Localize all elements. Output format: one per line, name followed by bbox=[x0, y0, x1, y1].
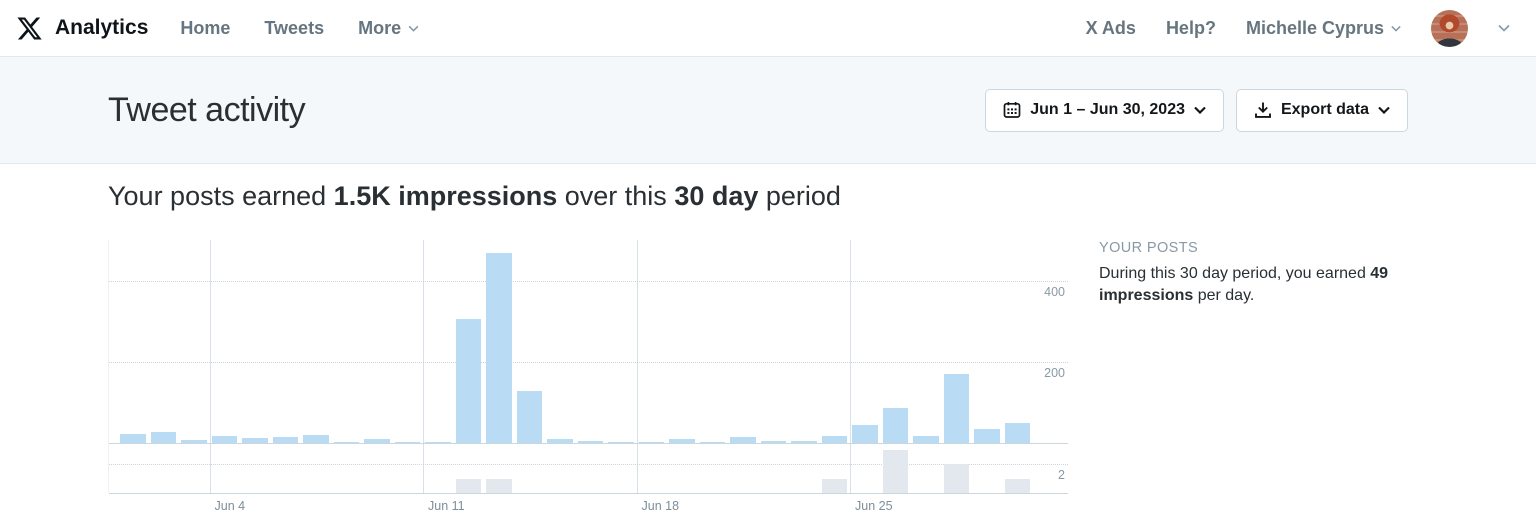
impressions-bar bbox=[242, 437, 268, 443]
mini-y-axis-label: 2 bbox=[1058, 468, 1065, 482]
tweets-bar bbox=[882, 449, 908, 493]
title-band: Tweet activity Jun 1 – Jun 30, 2023 bbox=[0, 57, 1536, 164]
tweets-bar bbox=[821, 478, 847, 493]
nav-item-x-ads[interactable]: X Ads bbox=[1085, 17, 1136, 38]
impressions-bar bbox=[821, 435, 847, 443]
impressions-bar bbox=[852, 424, 878, 443]
x-tick-label: Jun 4 bbox=[214, 499, 246, 513]
y-gridline bbox=[109, 280, 1068, 282]
tweets-bar bbox=[486, 478, 512, 493]
impressions-bar bbox=[120, 434, 146, 443]
nav-item-home[interactable]: Home bbox=[180, 17, 231, 38]
chart-plot: Jun 4 Jun 11 Jun 18 Jun 25 200 400 2 bbox=[108, 240, 1068, 513]
impressions-bar bbox=[699, 441, 725, 443]
x-gridline bbox=[423, 240, 424, 493]
y-axis-label: 400 bbox=[1044, 284, 1065, 299]
chevron-down-icon bbox=[1378, 106, 1390, 114]
your-posts-summary: During this 30 day period, you earned 49… bbox=[1099, 265, 1389, 304]
chevron-down-icon bbox=[1391, 25, 1401, 32]
impressions-bar bbox=[333, 441, 359, 443]
y-axis-label: 200 bbox=[1044, 365, 1065, 380]
impressions-bar bbox=[882, 408, 908, 443]
tweets-bar bbox=[1004, 478, 1030, 493]
impressions-bar bbox=[913, 435, 939, 443]
nav-item-more[interactable]: More bbox=[358, 18, 419, 39]
chevron-down-icon[interactable] bbox=[1498, 24, 1510, 32]
account-menu[interactable]: Michelle Cyprus bbox=[1246, 18, 1401, 39]
top-navigation: Analytics Home Tweets More X Ads Help? M… bbox=[0, 0, 1536, 57]
brand-analytics[interactable]: Analytics bbox=[55, 16, 149, 39]
header-actions: Jun 1 – Jun 30, 2023 Export data bbox=[985, 88, 1408, 132]
x-tick-label: Jun 18 bbox=[641, 499, 680, 513]
nav-item-help[interactable]: Help? bbox=[1165, 17, 1216, 38]
impressions-bar bbox=[943, 373, 969, 443]
download-icon bbox=[1255, 102, 1271, 118]
x-gridline bbox=[636, 240, 638, 493]
page-title: Tweet activity bbox=[108, 90, 306, 129]
impressions-bar bbox=[791, 441, 817, 443]
impressions-bar bbox=[669, 438, 695, 443]
impressions-bar bbox=[608, 441, 634, 443]
impressions-bar bbox=[425, 441, 451, 443]
impressions-bar bbox=[486, 252, 512, 443]
impressions-headline: Your posts earned 1.5K impressions over … bbox=[108, 181, 841, 211]
nav-item-tweets[interactable]: Tweets bbox=[264, 17, 325, 38]
impressions-bar bbox=[974, 428, 1000, 443]
mini-y-gridline bbox=[109, 464, 1068, 465]
impressions-bar bbox=[730, 436, 756, 443]
impressions-bar bbox=[303, 434, 329, 443]
x-tick-label: Jun 11 bbox=[428, 499, 465, 513]
export-data-button[interactable]: Export data bbox=[1235, 88, 1408, 132]
nav-right-group: X Ads Help? Michelle Cyprus bbox=[1085, 9, 1510, 47]
calendar-icon bbox=[1003, 102, 1021, 118]
x-tick-label: Jun 25 bbox=[855, 499, 893, 513]
x-gridline bbox=[209, 240, 211, 493]
impressions-bar bbox=[1004, 422, 1030, 443]
impressions-bar bbox=[547, 438, 573, 443]
impressions-bar bbox=[150, 432, 176, 443]
chevron-down-icon bbox=[408, 25, 419, 32]
impressions-bar bbox=[516, 391, 542, 443]
x-gridline bbox=[850, 240, 851, 493]
x-logo-icon[interactable] bbox=[16, 15, 43, 42]
impressions-chart: Jun 4 Jun 11 Jun 18 Jun 25 200 400 2 bbox=[108, 240, 1068, 518]
impressions-bar bbox=[181, 439, 207, 443]
impressions-bar bbox=[394, 441, 420, 443]
impressions-bar bbox=[211, 435, 237, 443]
chart-row: Jun 4 Jun 11 Jun 18 Jun 25 200 400 2 YOUR POST… bbox=[0, 240, 1536, 518]
impressions-bar bbox=[638, 441, 664, 443]
date-range-button[interactable]: Jun 1 – Jun 30, 2023 bbox=[985, 88, 1224, 132]
impressions-bar bbox=[577, 440, 603, 443]
tweets-bar bbox=[455, 478, 481, 493]
impressions-bar bbox=[364, 438, 390, 443]
main-axis-baseline bbox=[109, 443, 1068, 444]
chevron-down-icon bbox=[1194, 106, 1206, 114]
your-posts-heading: YOUR POSTS bbox=[1099, 240, 1199, 256]
tweets-bar bbox=[943, 464, 969, 493]
mini-axis-baseline bbox=[109, 493, 1068, 494]
impressions-bar bbox=[455, 318, 481, 443]
y-gridline bbox=[109, 361, 1068, 363]
your-posts-panel: YOUR POSTS During this 30 day period, yo… bbox=[1099, 240, 1444, 307]
impressions-bar bbox=[272, 436, 298, 443]
avatar[interactable] bbox=[1431, 9, 1468, 47]
impressions-bar bbox=[760, 440, 786, 443]
content: Your posts earned 1.5K impressions over … bbox=[0, 164, 1536, 518]
